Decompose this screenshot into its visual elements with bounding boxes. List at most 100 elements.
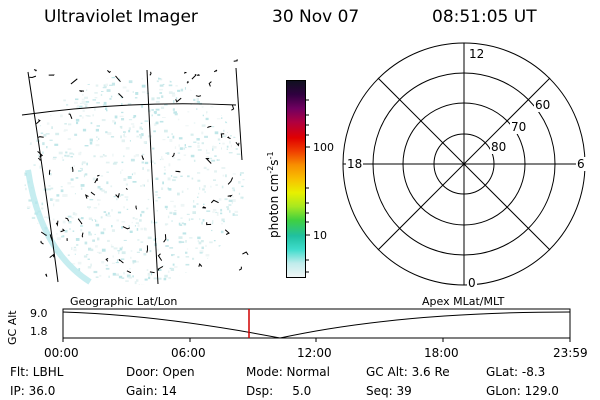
speckle	[119, 115, 124, 117]
speckle	[126, 274, 131, 278]
speckle	[50, 187, 54, 190]
speckle	[128, 129, 131, 133]
speckle	[63, 99, 66, 102]
speckle	[143, 141, 147, 144]
speckle	[100, 216, 103, 219]
speckle	[136, 130, 139, 133]
speckle	[136, 228, 139, 231]
coastline-segment	[202, 206, 207, 209]
speckle	[210, 185, 212, 188]
speckle	[232, 213, 235, 216]
speckle	[105, 213, 108, 217]
speckle	[87, 258, 90, 260]
speckle	[191, 177, 194, 180]
speckle	[68, 221, 72, 223]
speckle	[238, 181, 241, 184]
speckle	[131, 173, 133, 176]
speckle	[39, 165, 41, 169]
speckle	[138, 284, 140, 285]
speckle	[99, 188, 103, 191]
time-label: 08:51:05 UT	[432, 7, 537, 27]
coastline-segment	[90, 191, 96, 196]
speckle	[103, 228, 106, 231]
speckle	[162, 181, 164, 185]
speckle	[167, 187, 169, 190]
speckle	[65, 151, 68, 154]
speckle	[140, 122, 143, 124]
limb-glow	[25, 169, 92, 285]
speckle	[50, 114, 52, 117]
speckle	[168, 84, 173, 87]
speckle	[190, 133, 194, 136]
speckle	[130, 158, 135, 162]
speckle	[223, 134, 227, 137]
coastline-segment	[149, 271, 155, 274]
speckle	[167, 270, 170, 273]
coastline-segment	[126, 270, 132, 274]
timeline-tick-1800: 18:00	[424, 346, 459, 360]
speckle	[163, 166, 166, 169]
speckle	[193, 98, 196, 101]
speckle	[152, 147, 155, 150]
speckle	[172, 179, 176, 182]
speckle	[161, 95, 164, 98]
speckle	[98, 203, 100, 206]
speckle	[67, 138, 71, 140]
speckle	[73, 248, 77, 252]
speckle	[104, 190, 107, 194]
speckle	[155, 191, 158, 193]
speckle	[84, 145, 89, 147]
speckle	[118, 194, 121, 197]
speckle	[196, 108, 198, 110]
speckle	[156, 80, 159, 83]
speckle	[75, 238, 80, 241]
speckle	[121, 251, 126, 255]
coastline-segment	[233, 59, 238, 62]
speckle	[141, 77, 143, 80]
speckle	[120, 135, 122, 139]
speckle	[70, 156, 73, 158]
speckle	[139, 126, 142, 130]
speckle	[128, 119, 133, 121]
coastline-segment	[135, 205, 138, 210]
speckle	[197, 142, 200, 145]
speckle	[178, 222, 181, 226]
speckle	[221, 167, 226, 169]
mlt-label-0: 0	[467, 276, 477, 290]
speckle	[234, 214, 238, 216]
speckle	[101, 119, 106, 122]
speckle	[151, 97, 155, 101]
speckle	[173, 156, 176, 159]
speckle	[193, 159, 196, 162]
speckle	[111, 82, 115, 86]
lat-lon-grid	[21, 67, 243, 285]
speckle	[197, 145, 200, 148]
speckle	[141, 128, 143, 130]
speckle	[139, 135, 143, 139]
coastline-segment	[184, 71, 187, 74]
speckle	[123, 206, 125, 209]
speckle	[60, 114, 63, 118]
speckle	[133, 155, 136, 158]
speckle	[67, 254, 70, 256]
speckle	[88, 231, 91, 234]
speckle	[67, 215, 72, 218]
speckle	[129, 140, 131, 142]
speckle	[143, 253, 147, 256]
date-label: 30 Nov 07	[272, 7, 360, 27]
speckle	[164, 205, 168, 209]
coastline-segment	[37, 157, 41, 161]
speckle	[60, 189, 64, 193]
speckle	[231, 187, 235, 189]
speckle	[169, 211, 173, 215]
polar-diagonal-2	[377, 77, 551, 251]
speckle	[144, 278, 148, 281]
speckle	[159, 78, 163, 81]
coastline-segment	[45, 273, 48, 277]
speckle	[220, 212, 223, 215]
speckle	[231, 196, 234, 198]
speckle	[140, 133, 144, 137]
speckle	[173, 212, 177, 216]
coastline-segment	[70, 78, 78, 85]
